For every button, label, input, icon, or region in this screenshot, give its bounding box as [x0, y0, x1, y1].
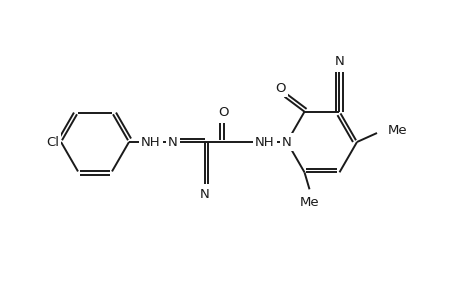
- Text: O: O: [218, 106, 229, 118]
- Text: Me: Me: [387, 124, 407, 136]
- Text: NH: NH: [141, 136, 161, 148]
- Text: N: N: [281, 136, 291, 148]
- Text: N: N: [334, 55, 344, 68]
- Text: N: N: [200, 188, 209, 200]
- Text: N: N: [168, 136, 178, 148]
- Text: Cl: Cl: [46, 136, 59, 148]
- Text: O: O: [274, 82, 285, 95]
- Text: NH: NH: [255, 136, 274, 148]
- Text: Me: Me: [299, 196, 319, 209]
